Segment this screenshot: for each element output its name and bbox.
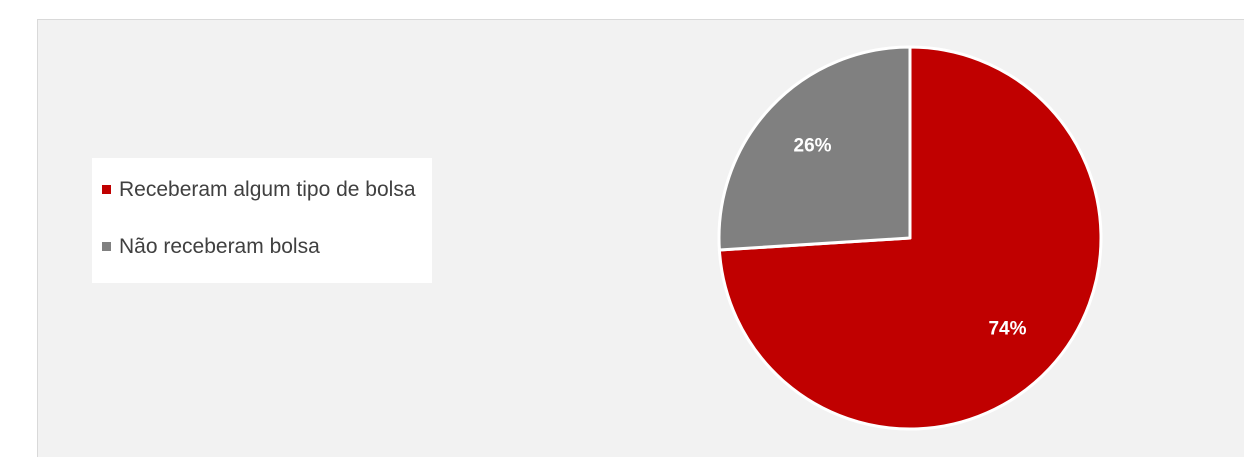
pie-data-labels: 74% 26% [794,135,1027,339]
pie-slices [717,45,1103,431]
legend-swatch-receberam [102,185,111,194]
legend-item-receberam: Receberam algum tipo de bolsa [102,176,432,203]
legend-label-nao-receberam: Não receberam bolsa [119,234,320,258]
data-label-1: 26% [794,135,832,156]
pie-slice-1 [717,45,912,252]
data-label-0: 74% [988,319,1026,340]
legend: Receberam algum tipo de bolsa Não recebe… [92,158,432,283]
legend-swatch-nao-receberam [102,242,111,251]
legend-label-receberam: Receberam algum tipo de bolsa [119,177,416,201]
legend-item-nao-receberam: Não receberam bolsa [102,233,432,260]
